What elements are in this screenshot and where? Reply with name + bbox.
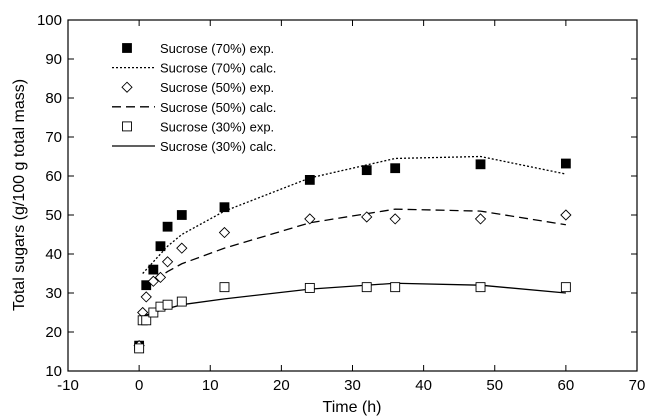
axis-ticks — [67, 19, 638, 372]
data-point — [161, 256, 174, 268]
y-tick-label: 100 — [37, 12, 62, 29]
y-tick-label: 70 — [45, 129, 62, 146]
data-point — [162, 221, 173, 232]
data-point — [176, 242, 188, 254]
x-tick-label: 0 — [135, 377, 143, 394]
y-tick-label: 50 — [45, 207, 62, 224]
x-tick-label: 70 — [629, 377, 646, 394]
data-point — [474, 213, 487, 225]
data-point — [148, 307, 159, 318]
series-5-line-group — [142, 282, 566, 318]
series-3-line-group — [142, 208, 566, 290]
series-1-line-group — [142, 155, 567, 274]
y-tick-label: 20 — [45, 324, 62, 341]
data-point — [162, 299, 173, 310]
data-point — [155, 241, 166, 252]
y-tick-label: 90 — [45, 51, 62, 68]
legend-label: Sucrose (50%) exp. — [160, 80, 274, 95]
data-point — [140, 291, 152, 303]
y-axis-title: Total sugars (g/100 g total mass) — [11, 79, 28, 311]
series-layer — [133, 155, 572, 354]
y-tick-label: 30 — [45, 285, 62, 302]
legend: Sucrose (70%) exp. Sucrose (70%) calc. Suc… — [112, 41, 276, 154]
data-point — [219, 282, 230, 293]
x-axis-title: Time (h) — [323, 399, 382, 416]
data-point — [154, 271, 167, 284]
data-point — [361, 282, 372, 293]
data-point — [361, 165, 372, 176]
data-point — [218, 226, 231, 239]
y-tick-label: 40 — [45, 246, 62, 263]
data-point — [219, 202, 230, 213]
x-tick-label: 30 — [344, 377, 361, 394]
data-point — [560, 209, 572, 221]
legend-marker — [121, 81, 133, 93]
data-point — [475, 159, 486, 170]
legend-marker — [122, 43, 132, 53]
legend-label: Sucrose (70%) exp. — [160, 41, 274, 56]
data-point — [141, 280, 152, 291]
legend-marker — [122, 121, 132, 132]
series-line — [142, 155, 567, 274]
legend-label: Sucrose (30%) calc. — [160, 139, 276, 154]
legend-label: Sucrose (70%) calc. — [160, 61, 276, 76]
data-point — [304, 213, 316, 225]
tick-labels: -10 0 10 20 30 40 50 60 70 10 20 30 40 50 60 70 80 90 100 — [37, 12, 645, 394]
y-tick-label: 60 — [45, 168, 62, 185]
data-point — [176, 296, 187, 307]
data-point — [147, 275, 159, 287]
x-tick-label: 40 — [415, 377, 432, 394]
data-point — [475, 282, 486, 293]
data-point — [304, 282, 315, 293]
data-point — [560, 282, 571, 293]
data-point — [361, 211, 373, 223]
x-tick-label: -10 — [57, 377, 79, 394]
plot-frame — [67, 19, 638, 372]
series-2-points — [133, 209, 572, 352]
data-point — [304, 174, 315, 185]
series-line — [142, 282, 566, 318]
data-point — [134, 343, 145, 354]
series-4-points — [134, 282, 571, 354]
data-point — [560, 158, 571, 169]
series-0-points — [134, 158, 571, 351]
x-tick-label: 20 — [273, 377, 290, 394]
x-tick-label: 10 — [202, 377, 219, 394]
data-point — [176, 210, 187, 220]
data-point — [390, 282, 401, 293]
x-tick-label: 60 — [558, 377, 575, 394]
data-point — [148, 264, 159, 275]
y-tick-label: 10 — [45, 363, 62, 380]
x-tick-label: 50 — [486, 377, 503, 394]
legend-label: Sucrose (50%) calc. — [160, 100, 276, 115]
data-point — [141, 315, 152, 326]
legend-label: Sucrose (30%) exp. — [160, 119, 274, 134]
series-line — [142, 208, 566, 290]
data-point — [389, 213, 401, 225]
data-point — [390, 163, 401, 174]
y-tick-label: 80 — [45, 90, 62, 107]
